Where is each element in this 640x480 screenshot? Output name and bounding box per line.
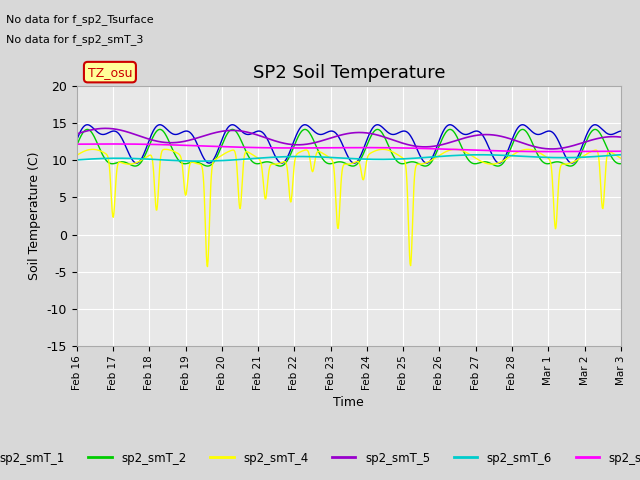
Y-axis label: Soil Temperature (C): Soil Temperature (C) bbox=[28, 152, 41, 280]
Title: SP2 Soil Temperature: SP2 Soil Temperature bbox=[253, 64, 445, 82]
Legend: sp2_smT_1, sp2_smT_2, sp2_smT_4, sp2_smT_5, sp2_smT_6, sp2_smT_7: sp2_smT_1, sp2_smT_2, sp2_smT_4, sp2_smT… bbox=[0, 447, 640, 469]
Text: TZ_osu: TZ_osu bbox=[88, 66, 132, 79]
Text: No data for f_sp2_smT_3: No data for f_sp2_smT_3 bbox=[6, 34, 144, 45]
X-axis label: Time: Time bbox=[333, 396, 364, 408]
Text: No data for f_sp2_Tsurface: No data for f_sp2_Tsurface bbox=[6, 14, 154, 25]
